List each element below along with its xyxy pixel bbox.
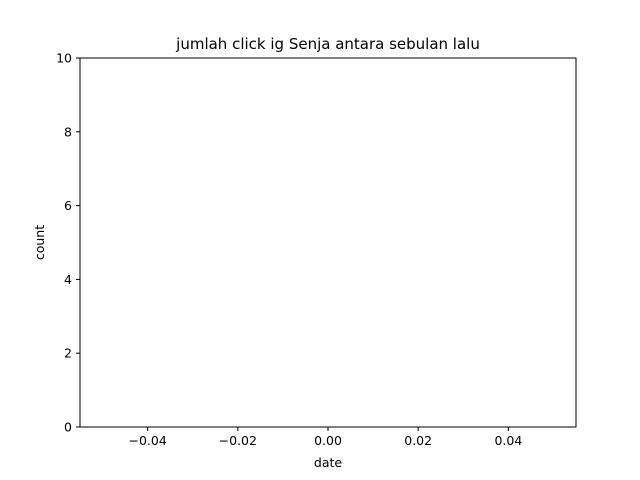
y-tick-label: 0 <box>64 420 72 435</box>
y-tick-label: 8 <box>64 124 72 139</box>
x-tick-label: −0.04 <box>128 433 166 448</box>
y-axis-ticks: 0 2 4 6 8 10 <box>56 51 80 435</box>
x-tick-label: 0.00 <box>314 433 342 448</box>
y-axis-label: count <box>32 225 47 260</box>
x-tick-label: −0.02 <box>219 433 257 448</box>
y-tick-label: 4 <box>64 272 72 287</box>
x-axis-label: date <box>314 455 342 470</box>
plot-frame <box>79 57 577 428</box>
y-tick-label: 2 <box>64 346 72 361</box>
y-tick-label: 10 <box>56 51 72 66</box>
plot-area <box>80 58 576 427</box>
chart-title: jumlah click ig Senja antara sebulan lal… <box>175 35 480 53</box>
x-axis-ticks: −0.04 −0.02 0.00 0.02 0.04 <box>128 427 522 448</box>
x-tick-label: 0.04 <box>494 433 522 448</box>
x-tick-label: 0.02 <box>404 433 432 448</box>
y-tick-label: 6 <box>64 198 72 213</box>
